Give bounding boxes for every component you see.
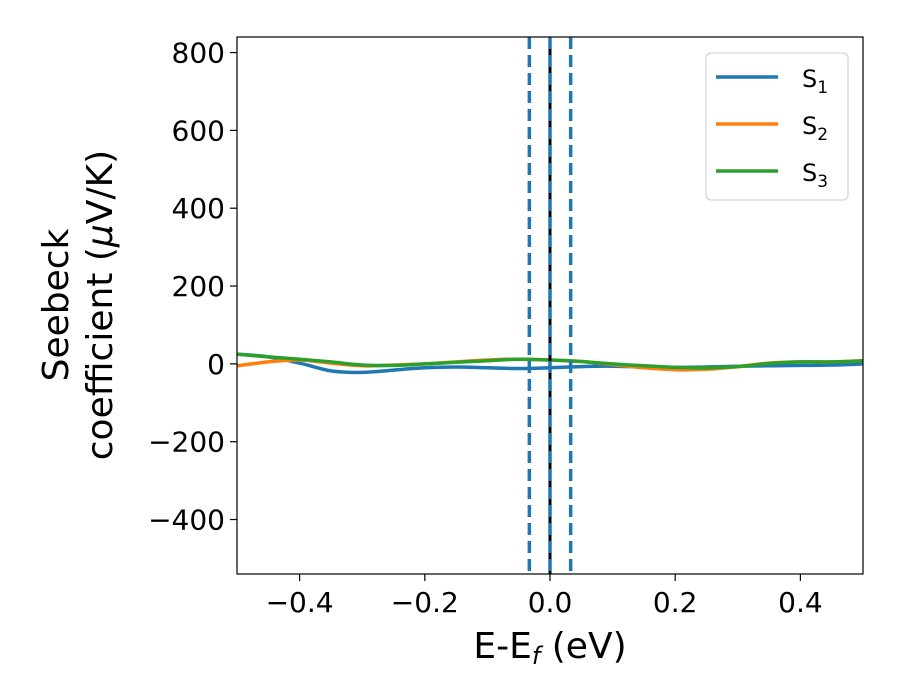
x-tick-label: 0.0 <box>528 586 573 619</box>
legend-label-s1: S1 <box>802 65 828 98</box>
y-tick-label: 0 <box>207 348 225 381</box>
ticks-layer: −0.4 −0.2 0.0 0.2 0.4 −400 −200 0 200 400 600 800 <box>148 37 823 619</box>
x-tick-label: 0.4 <box>778 586 823 619</box>
y-axis-title-line2-main: coefficient ( <box>80 247 121 460</box>
y-axis-title-line1: Seebeck <box>36 228 77 381</box>
x-tick-label: −0.4 <box>266 586 334 619</box>
y-tick-label: 400 <box>172 192 225 225</box>
x-axis-title: E-Ef (eV) <box>473 626 626 670</box>
y-tick-label: −200 <box>148 426 225 459</box>
y-axis-title-line2-tail: V/K) <box>80 150 121 224</box>
y-axis-title-line2-mu: μ <box>80 224 121 248</box>
legend-label-s2: S2 <box>802 112 828 145</box>
y-axis-title: Seebeck coefficient (μV/K) <box>36 150 121 460</box>
x-axis-title-main: E-E <box>473 626 531 667</box>
y-axis-title-line2: coefficient (μV/K) <box>80 150 121 460</box>
y-tick-label: 800 <box>172 37 225 70</box>
y-tick-label: 200 <box>172 270 225 303</box>
legend-box <box>705 52 849 201</box>
legend-label-s3: S3 <box>802 159 828 192</box>
legend: S1 S2 S3 <box>705 52 849 201</box>
y-tick-label: 600 <box>172 114 225 147</box>
lines-layer <box>237 37 863 574</box>
y-tick-label: −400 <box>148 504 225 537</box>
x-tick-label: 0.2 <box>653 586 698 619</box>
x-axis-title-unit: (eV) <box>540 626 626 667</box>
x-tick-label: −0.2 <box>391 586 459 619</box>
